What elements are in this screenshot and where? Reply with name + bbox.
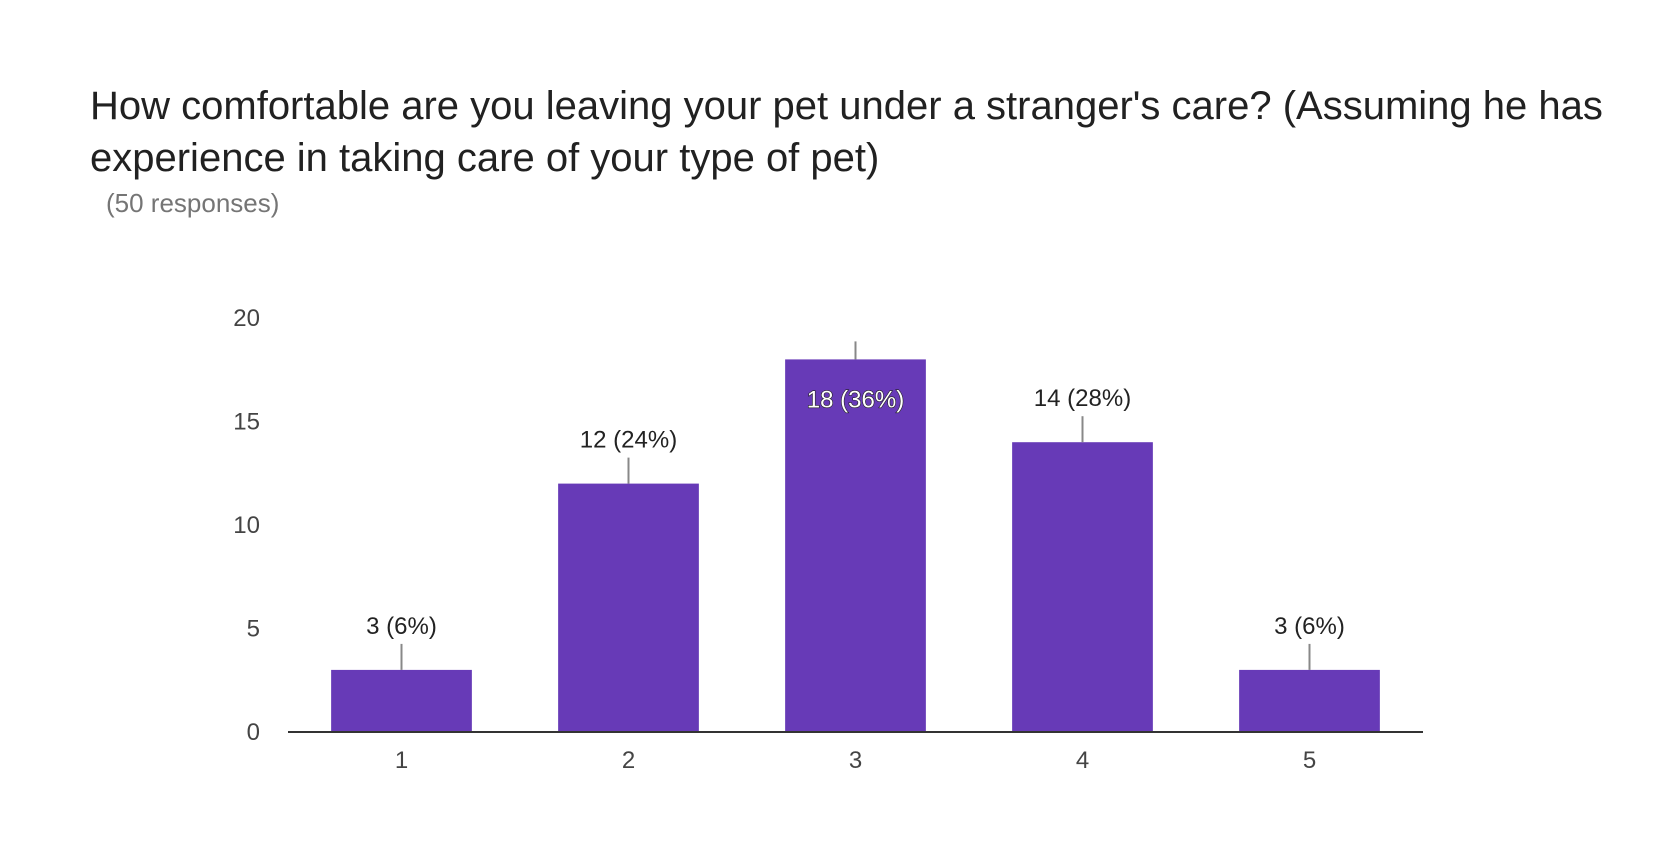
x-tick-label: 3 bbox=[849, 747, 862, 774]
x-tick-label: 5 bbox=[1303, 747, 1316, 774]
bar-5 bbox=[1239, 669, 1380, 732]
y-axis-ticks: 0 5 10 15 20 bbox=[233, 305, 260, 746]
x-tick-label: 4 bbox=[1076, 747, 1089, 774]
bars: 3 (6%) 12 (24%) 18 (36%) 14 (28%) 3 (6%) bbox=[331, 341, 1380, 732]
data-label: 12 (24%) bbox=[580, 427, 677, 454]
data-label: 3 (6%) bbox=[1274, 613, 1345, 640]
x-axis-ticks: 1 2 3 4 5 bbox=[395, 747, 1316, 774]
bar-3 bbox=[785, 359, 926, 732]
y-tick-label: 5 bbox=[247, 616, 260, 643]
data-label: 14 (28%) bbox=[1034, 385, 1131, 412]
y-tick-label: 20 bbox=[233, 305, 260, 332]
data-label: 18 (36%) bbox=[807, 386, 904, 413]
bar-1 bbox=[331, 669, 472, 732]
bar-4 bbox=[1012, 442, 1153, 732]
y-tick-label: 15 bbox=[233, 409, 260, 436]
y-tick-label: 10 bbox=[233, 512, 260, 539]
chart-title: How comfortable are you leaving your pet… bbox=[90, 84, 1603, 180]
data-label: 3 (6%) bbox=[366, 613, 437, 640]
y-tick-label: 0 bbox=[247, 719, 260, 746]
x-tick-label: 1 bbox=[395, 747, 408, 774]
response-count: (50 responses) bbox=[106, 188, 280, 218]
x-tick-label: 2 bbox=[622, 747, 635, 774]
bar-2 bbox=[558, 483, 699, 732]
